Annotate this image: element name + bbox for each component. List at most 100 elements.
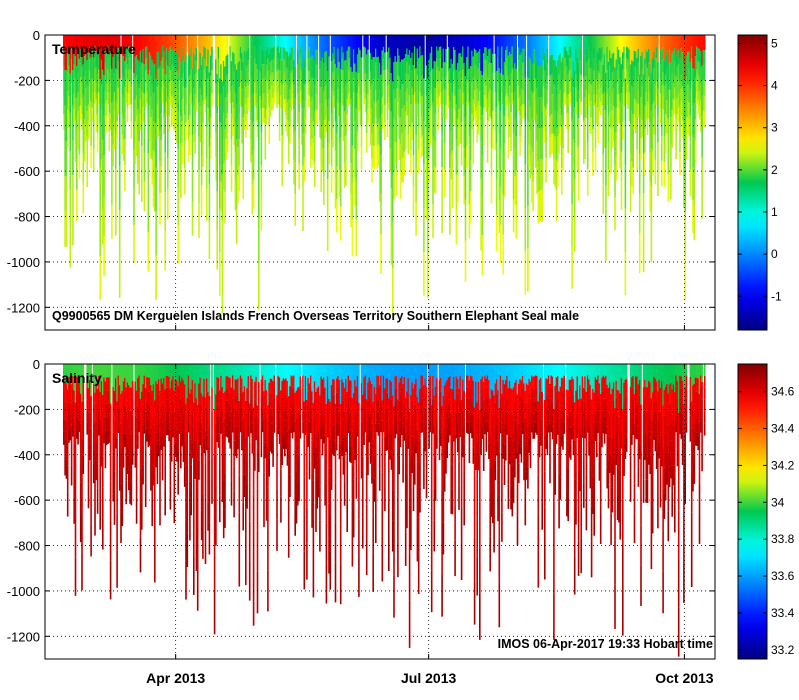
salinity-profile: [246, 364, 248, 509]
temperature-profile: [378, 35, 381, 202]
temperature-profile: [580, 35, 582, 116]
salinity-profile: [450, 364, 452, 514]
temperature-profile: [488, 35, 490, 122]
temperature-profile: [187, 35, 190, 163]
salinity-profile: [291, 364, 294, 439]
temperature-profile: [640, 35, 642, 160]
temperature-profile: [287, 35, 290, 164]
temperature-profile: [389, 35, 391, 172]
salinity-profile: [202, 364, 204, 559]
salinity-profile: [245, 364, 247, 586]
salinity-profile: [354, 364, 356, 461]
salinity-profile: [494, 364, 497, 481]
salinity-profile: [211, 364, 213, 504]
temperature-profile: [702, 35, 705, 126]
salinity-profile: [684, 364, 686, 505]
salinity-profile: [469, 364, 472, 434]
salinity-profile: [65, 364, 68, 479]
colorbar-tick-label: 34: [771, 495, 785, 509]
temperature-profile: [122, 35, 125, 161]
salinity-profile: [258, 364, 260, 472]
salinity-profile: [172, 364, 174, 438]
temperature-profile: [620, 35, 623, 211]
temperature-profile: [576, 35, 579, 171]
temperature-profile: [458, 35, 460, 147]
salinity-profile: [139, 364, 142, 573]
salinity-profile: [447, 364, 450, 443]
salinity-profile: [398, 364, 400, 475]
salinity-profile: [703, 364, 706, 436]
salinity-profile: [490, 364, 493, 517]
salinity-profile: [349, 364, 351, 462]
salinity-profile: [653, 364, 655, 440]
temperature-profile: [642, 35, 645, 273]
colorbar-tick-label: 34.4: [771, 422, 795, 436]
salinity-profile: [115, 364, 117, 449]
temperature-profile: [614, 35, 616, 231]
temperature-profiles: [63, 35, 706, 315]
temperature-profile: [247, 35, 250, 111]
salinity-profile: [156, 364, 159, 485]
salinity-profile: [681, 364, 684, 465]
temperature-profile: [577, 35, 580, 201]
salinity-profile: [306, 364, 308, 580]
salinity-profile: [515, 364, 517, 459]
salinity-profile: [137, 364, 139, 449]
salinity-profile: [342, 364, 345, 475]
salinity-profile: [651, 364, 654, 534]
salinity-colorbar: [737, 363, 768, 660]
temperature-profile: [155, 35, 157, 300]
temperature-profile: [263, 35, 265, 123]
salinity-profile: [196, 364, 199, 611]
temperature-profile: [466, 35, 468, 169]
temperature-profile: [168, 35, 170, 132]
temperature-profile: [265, 35, 268, 125]
salinity-profile: [534, 364, 537, 433]
salinity-profile: [650, 364, 653, 570]
salinity-profile: [697, 364, 699, 451]
salinity-profile: [369, 364, 372, 464]
salinity-profile: [592, 364, 594, 515]
temperature-profile: [391, 35, 394, 315]
temperature-profile: [518, 35, 520, 111]
temperature-profile: [573, 35, 576, 252]
temperature-profile: [105, 35, 108, 133]
temperature-profile: [112, 35, 114, 167]
salinity-profile: [287, 364, 290, 558]
salinity-profile: [173, 364, 176, 524]
temperature-profile: [473, 35, 476, 118]
temperature-profile: [170, 35, 173, 127]
salinity-profile: [131, 364, 134, 465]
temperature-profile: [575, 35, 577, 115]
temperature-profile: [315, 35, 317, 124]
temperature-axes-frame: [44, 34, 716, 331]
salinity-profile: [332, 364, 334, 455]
salinity-profile: [599, 364, 602, 544]
temperature-profile: [615, 35, 618, 181]
temperature-profile: [237, 35, 239, 203]
salinity-profile: [407, 364, 410, 449]
salinity-profile: [506, 364, 508, 435]
salinity-profile: [155, 364, 157, 468]
temperature-profile: [116, 35, 118, 139]
salinity-profile: [177, 364, 179, 495]
temperature-profile: [259, 35, 261, 109]
salinity-profile: [146, 364, 148, 442]
temperature-profile: [79, 35, 82, 120]
salinity-profile: [495, 364, 498, 456]
temperature-profile: [471, 35, 473, 130]
temperature-profile: [111, 35, 113, 239]
temperature-profile: [352, 35, 355, 122]
temperature-profile: [164, 35, 166, 271]
salinity-profile: [289, 364, 291, 498]
temperature-profile: [427, 35, 429, 298]
temperature-profile: [697, 35, 699, 114]
salinity-profile: [631, 364, 633, 445]
temperature-profile: [121, 35, 124, 155]
salinity-profile: [157, 364, 160, 457]
temperature-profile: [498, 35, 501, 233]
salinity-profile: [560, 364, 563, 447]
salinity-profile: [624, 364, 627, 460]
temperature-profile: [519, 35, 521, 157]
salinity-profile: [555, 364, 558, 445]
